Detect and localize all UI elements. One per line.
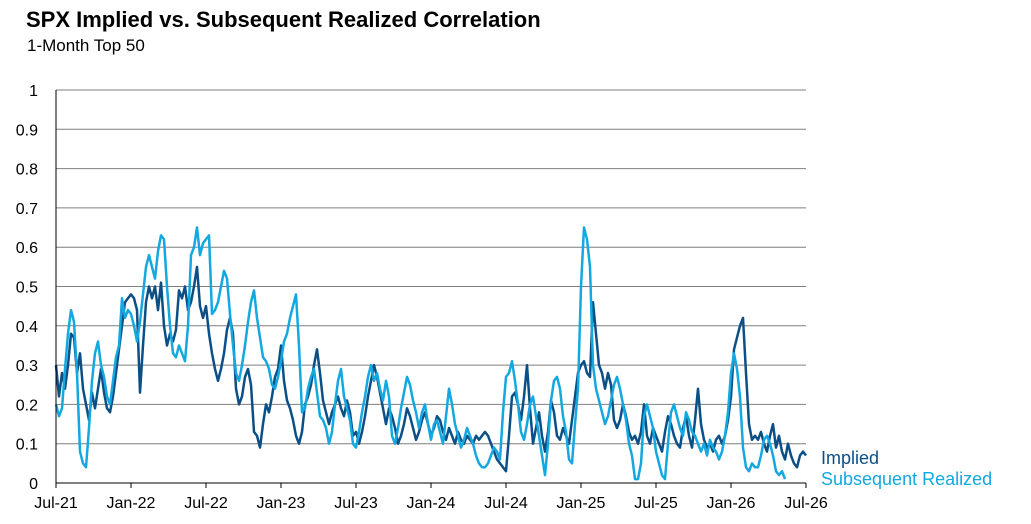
x-tick-label: Jul-24	[484, 495, 528, 512]
y-tick-label: 0.2	[16, 397, 38, 414]
y-tick-label: 0.3	[16, 358, 38, 375]
y-tick-label: 1	[29, 83, 38, 100]
y-tick-label: 0.7	[16, 201, 38, 218]
y-tick-label: 0	[29, 476, 38, 493]
x-tick-label: Jan-23	[257, 495, 306, 512]
gridlines	[56, 89, 806, 445]
x-tick-label: Jul-26	[784, 495, 828, 512]
x-tick-label: Jan-22	[107, 495, 156, 512]
x-tick-label: Jul-22	[184, 495, 228, 512]
x-tick-label: Jul-23	[334, 495, 378, 512]
y-tick-label: 0.6	[16, 240, 38, 257]
series-line-subsequent-realized	[54, 226, 787, 481]
y-tick-label: 0.9	[16, 122, 38, 139]
y-tick-label: 0.1	[16, 437, 38, 454]
x-tick-label: Jul-25	[634, 495, 678, 512]
y-tick-label: 0.5	[16, 280, 38, 297]
chart-subtitle: 1-Month Top 50	[27, 36, 145, 55]
x-tick-label: Jan-26	[707, 495, 756, 512]
y-tick-label: 0.8	[16, 162, 38, 179]
x-tick-label: Jan-25	[557, 495, 606, 512]
x-tick-label: Jul-21	[34, 495, 78, 512]
chart-title: SPX Implied vs. Subsequent Realized Corr…	[26, 7, 541, 32]
legend-label-implied: Implied	[821, 448, 879, 468]
legend-label-subsequent-realized: Subsequent Realized	[821, 469, 992, 489]
x-tick-label: Jan-24	[407, 495, 456, 512]
series-lines	[54, 226, 807, 481]
y-tick-label: 0.4	[16, 319, 38, 336]
axes: 0 0.1 0.2 0.3 0.4 0.5 0.6 0.7 0.8 0.9 1 Jul-21 Jan-2…	[16, 83, 828, 512]
